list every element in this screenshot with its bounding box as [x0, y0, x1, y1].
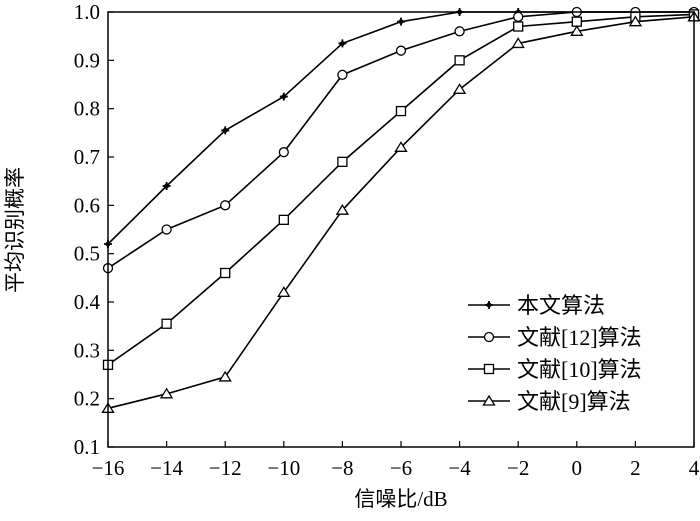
plus-marker: [164, 183, 170, 189]
y-tick-label: 0.7: [74, 145, 100, 169]
y-tick-label: 0.4: [74, 290, 101, 314]
triangle-marker: [394, 141, 408, 152]
circle-marker: [220, 200, 231, 211]
x-tick-label: −2: [507, 456, 529, 480]
x-tick-label: −6: [390, 456, 412, 480]
y-tick-label: 0.3: [74, 338, 100, 362]
series-line: [107, 13, 695, 366]
plus-marker: [222, 127, 228, 133]
legend-item: 文献[12]算法: [468, 325, 642, 350]
legend-label: 本文算法: [517, 293, 605, 318]
y-axis-label: 平均识别概率: [3, 167, 27, 293]
square-marker: [513, 21, 524, 32]
circle-marker: [161, 224, 172, 235]
y-tick-label: 0.9: [74, 48, 100, 72]
square-marker: [278, 214, 289, 225]
series-plus: [104, 8, 698, 248]
x-tick-label: −14: [150, 456, 183, 480]
triangle-marker: [511, 37, 525, 49]
x-tick-label: −10: [267, 456, 300, 480]
x-axis-label: 信噪比/dB: [354, 487, 447, 511]
square-marker: [454, 55, 465, 66]
legend-label: 文献[10]算法: [517, 357, 642, 382]
square-marker: [571, 16, 582, 27]
series-square: [102, 9, 700, 370]
legend-item: 文献[9]算法: [468, 389, 631, 414]
triangle-marker: [159, 387, 174, 399]
triangle-marker: [218, 370, 232, 382]
y-tick-label: 0.1: [74, 435, 100, 459]
series-circle: [102, 6, 700, 274]
triangle-marker: [277, 286, 291, 297]
x-tick-label: 2: [630, 456, 641, 480]
square-marker: [395, 105, 407, 117]
series-triangle: [101, 10, 700, 413]
x-tick-label: 4: [689, 456, 700, 480]
x-tick-label: 0: [572, 456, 583, 480]
circle-marker: [483, 331, 495, 343]
plus-marker: [281, 94, 287, 100]
circle-marker: [395, 45, 407, 56]
circle-marker: [278, 147, 289, 158]
circle-marker: [513, 11, 524, 22]
y-tick-label: 1.0: [74, 0, 100, 24]
x-tick-label: −12: [209, 456, 242, 480]
triangle-marker: [482, 394, 496, 406]
y-tick-label: 0.2: [74, 387, 100, 411]
legend-label: 文献[12]算法: [517, 325, 642, 350]
plus-marker: [486, 302, 492, 308]
square-marker: [483, 363, 495, 375]
triangle-marker: [335, 203, 350, 215]
circle-marker: [454, 26, 465, 37]
plus-marker: [339, 40, 345, 46]
circle-marker: [337, 69, 348, 80]
y-tick-label: 0.5: [74, 242, 100, 266]
y-tick-label: 0.8: [74, 97, 100, 121]
triangle-marker: [452, 83, 467, 94]
triangle-marker: [570, 25, 584, 36]
square-marker: [161, 318, 172, 329]
x-tick-label: −4: [448, 456, 471, 480]
square-marker: [337, 156, 348, 167]
triangle-marker: [628, 15, 643, 27]
square-marker: [220, 267, 231, 279]
legend-item: 文献[10]算法: [468, 357, 642, 382]
y-tick-label: 0.6: [74, 193, 100, 217]
legend-item: 本文算法: [468, 293, 605, 318]
legend-label: 文献[9]算法: [517, 389, 631, 414]
plus-marker: [398, 19, 404, 25]
x-tick-label: −16: [92, 456, 125, 480]
x-tick-label: −8: [331, 456, 353, 480]
